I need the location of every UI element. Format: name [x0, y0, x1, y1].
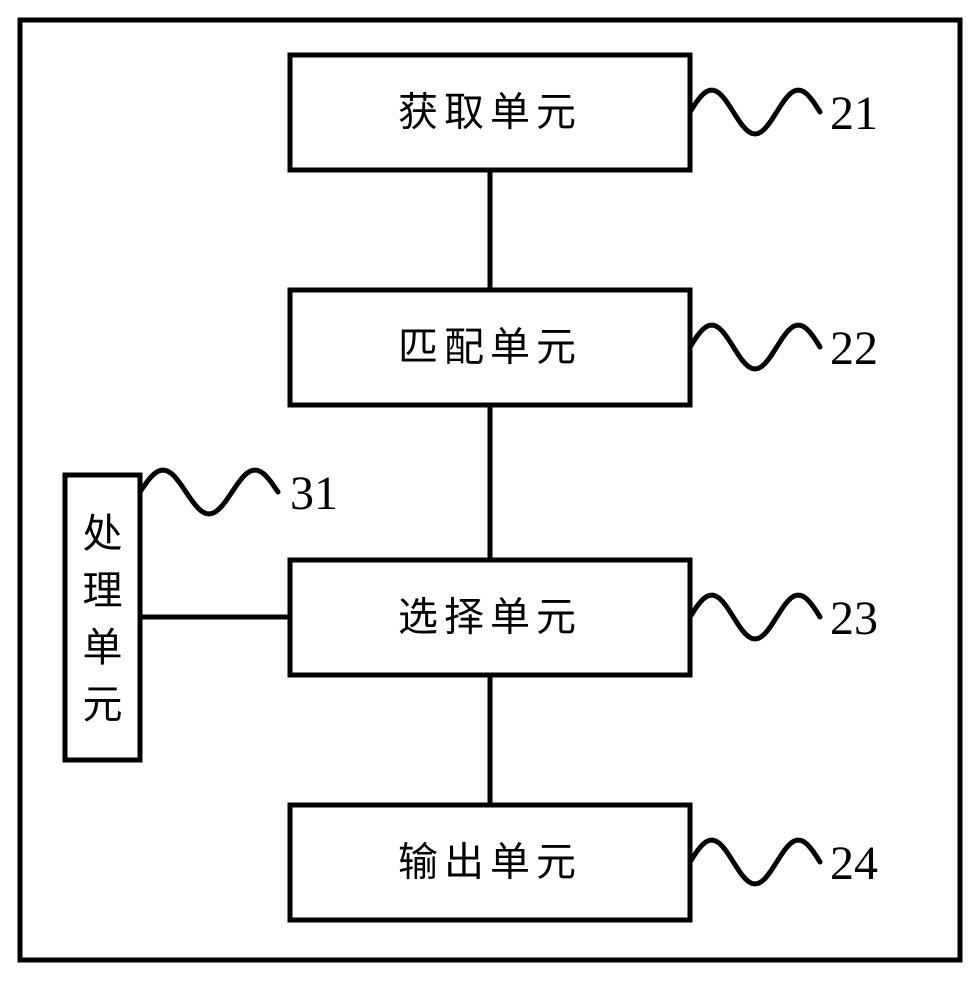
diagram-canvas: 获取单元匹配单元选择单元输出单元 处理单元 21 22 23 24 31	[0, 0, 980, 983]
ref-number-22: 22	[830, 322, 878, 375]
node-n31-label-char: 元	[83, 682, 123, 727]
ref-number-31: 31	[290, 467, 338, 520]
node-n22-label: 匹配单元	[398, 325, 582, 370]
node-n31-label-char: 单	[83, 625, 123, 670]
ref-squiggle-31	[140, 470, 278, 514]
ref-squiggle-24	[690, 840, 820, 884]
ref-squiggle-21	[690, 90, 820, 134]
node-n31-label-char: 处	[83, 511, 123, 556]
ref-number-24: 24	[830, 837, 878, 890]
ref-number-23: 23	[830, 592, 878, 645]
node-n23-label: 选择单元	[398, 595, 582, 640]
ref-squiggle-22	[690, 325, 820, 369]
node-n24-label: 输出单元	[398, 840, 582, 885]
node-n21-label: 获取单元	[398, 90, 582, 135]
node-n31-label-char: 理	[83, 568, 123, 613]
ref-squiggle-23	[690, 595, 820, 639]
ref-number-21: 21	[830, 87, 878, 140]
